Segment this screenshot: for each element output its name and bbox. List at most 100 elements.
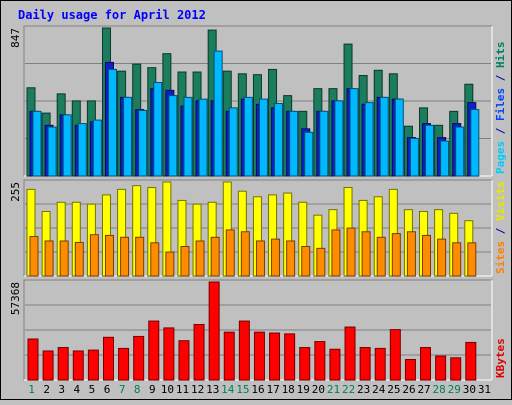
bar-kbytes-7	[118, 347, 130, 381]
x-tick-label: 24	[372, 383, 386, 396]
x-tick-label: 7	[119, 383, 126, 396]
y-axis-label: Sites / Visits	[494, 181, 507, 274]
y-axis-label-part: KBytes	[494, 338, 507, 378]
bar-sites-8	[135, 236, 145, 277]
bar-sites-12	[195, 240, 205, 277]
y-axis-label-part: Hits	[494, 42, 507, 69]
bar-sites-11	[180, 246, 190, 277]
x-tick-label: 5	[89, 383, 96, 396]
bar-kbytes-21	[329, 348, 341, 381]
y-max-label: 57368	[9, 282, 22, 315]
bar-kbytes-18	[284, 333, 296, 381]
bar-sites-23	[361, 231, 371, 277]
bar-kbytes-19	[299, 347, 311, 381]
bar-kbytes-14	[223, 331, 235, 381]
x-tick-label: 8	[134, 383, 141, 396]
bar-kbytes-24	[374, 347, 386, 381]
x-tick-label: 3	[58, 383, 65, 396]
x-tick-label: 10	[161, 383, 174, 396]
bar-pages-20	[319, 110, 329, 177]
y-axis-label-part: /	[494, 221, 507, 241]
bar-sites-24	[376, 236, 386, 277]
bar-sites-20	[316, 247, 326, 277]
bar-pages-18	[289, 110, 299, 177]
series-kbytes	[27, 281, 477, 381]
x-tick-label: 25	[387, 383, 400, 396]
bar-sites-13	[210, 236, 220, 277]
bar-sites-26	[406, 231, 416, 277]
bar-kbytes-11	[178, 340, 190, 381]
bar-pages-3	[62, 114, 72, 177]
bar-sites-15	[240, 231, 250, 277]
bar-sites-19	[301, 246, 311, 277]
bar-kbytes-25	[389, 329, 401, 381]
bar-kbytes-22	[344, 326, 356, 381]
bar-sites-30	[467, 242, 477, 277]
x-tick-label: 28	[433, 383, 446, 396]
y-axis-label-part: Visits	[494, 181, 507, 221]
bar-pages-27	[425, 124, 435, 177]
x-tick-label: 6	[104, 383, 111, 396]
bar-pages-29	[455, 126, 465, 177]
bar-kbytes-9	[148, 320, 160, 381]
y-axis-label: Pages / Files / Hits	[494, 42, 507, 175]
bar-pages-13	[213, 50, 223, 177]
y-axis-label-part: Sites	[494, 241, 507, 274]
bar-kbytes-12	[193, 323, 205, 381]
bar-pages-22	[349, 88, 359, 177]
bar-kbytes-30	[465, 341, 477, 381]
x-tick-label: 16	[251, 383, 264, 396]
bar-pages-1	[32, 110, 42, 177]
bar-sites-2	[44, 240, 54, 277]
x-tick-label: 19	[297, 383, 310, 396]
x-tick-label: 9	[149, 383, 156, 396]
x-tick-label: 22	[342, 383, 355, 396]
bar-sites-29	[452, 242, 462, 277]
bar-pages-19	[304, 131, 314, 177]
bar-pages-15	[243, 96, 253, 177]
chart-panels: 847 Pages / Files / Hits 255 Sites / Visits…	[9, 25, 507, 381]
bar-kbytes-8	[133, 335, 145, 381]
x-tick-label: 11	[176, 383, 189, 396]
kbytes-panel: 57368 KBytes	[9, 279, 507, 381]
bar-pages-9	[153, 82, 163, 177]
y-axis-label-part: /	[494, 121, 507, 141]
x-tick-label: 12	[191, 383, 204, 396]
bar-pages-7	[123, 96, 133, 177]
x-tick-label: 18	[282, 383, 295, 396]
chart-title: Daily usage for April 2012	[18, 8, 206, 22]
bar-sites-25	[391, 233, 401, 277]
x-axis-labels: 1 2 3 4 5 6 7 8 9 10 11 12 13 14 15 16 17 18 19 20 21 22 23 24 2…	[28, 383, 491, 396]
bar-pages-4	[77, 123, 87, 177]
series-pages	[32, 50, 480, 177]
x-tick-label: 30	[463, 383, 476, 396]
bar-sites-18	[286, 240, 296, 277]
x-tick-label: 27	[417, 383, 430, 396]
bar-sites-17	[271, 238, 281, 277]
bar-pages-21	[334, 100, 344, 177]
bar-sites-14	[225, 229, 235, 277]
bar-sites-16	[255, 240, 265, 277]
bar-pages-16	[258, 98, 268, 177]
bar-sites-10	[165, 251, 175, 277]
x-tick-label: 17	[266, 383, 279, 396]
x-tick-label: 29	[448, 383, 461, 396]
bar-kbytes-29	[450, 357, 462, 381]
bar-pages-8	[138, 109, 148, 177]
bar-kbytes-4	[72, 350, 84, 381]
bar-pages-17	[274, 102, 284, 177]
bar-kbytes-10	[163, 327, 175, 381]
bar-sites-7	[120, 236, 130, 277]
bar-pages-25	[394, 98, 404, 177]
bar-kbytes-16	[253, 331, 265, 381]
bar-kbytes-3	[57, 347, 69, 381]
x-tick-label: 4	[74, 383, 81, 396]
bar-sites-21	[331, 229, 341, 277]
bar-pages-12	[198, 98, 208, 177]
visits-panel: 255 Sites / Visits	[9, 179, 507, 277]
bar-kbytes-6	[102, 336, 114, 381]
x-tick-label: 2	[43, 383, 50, 396]
bar-kbytes-2	[42, 350, 54, 381]
